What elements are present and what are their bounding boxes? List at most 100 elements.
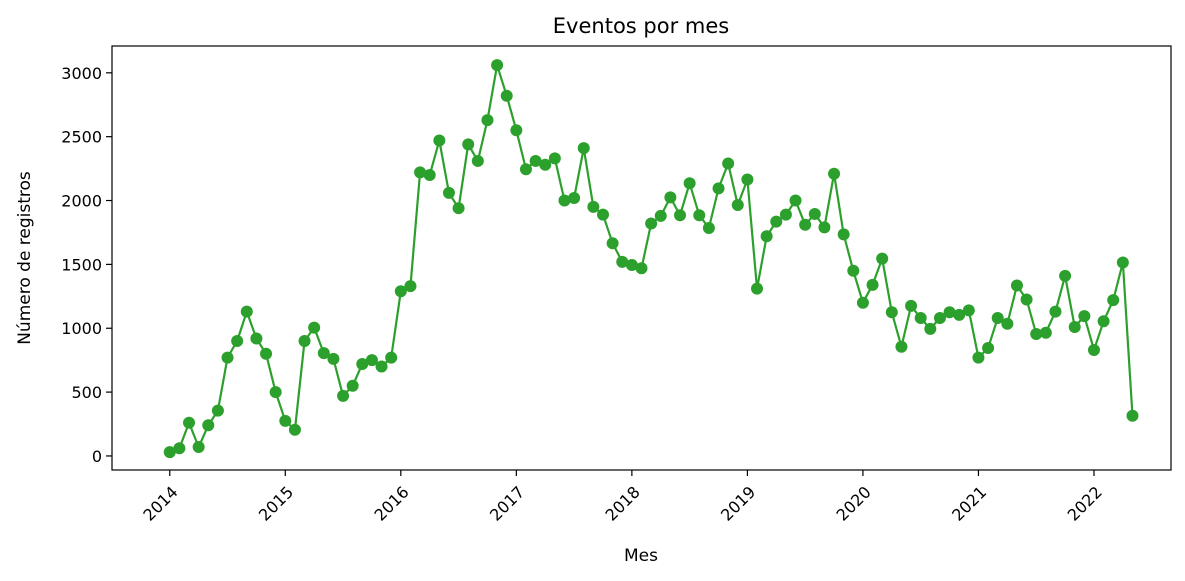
data-point	[1010, 279, 1023, 292]
data-point	[654, 209, 667, 222]
data-point	[375, 360, 388, 373]
data-point	[269, 386, 282, 399]
data-point	[645, 217, 658, 230]
data-point	[510, 124, 523, 137]
data-point	[250, 332, 263, 345]
data-point	[741, 173, 754, 186]
x-axis-label: Mes	[624, 546, 658, 566]
data-point	[481, 114, 494, 127]
data-point	[731, 199, 744, 211]
data-point	[982, 342, 995, 355]
data-point	[905, 299, 918, 312]
data-point	[231, 335, 244, 348]
data-point	[491, 59, 504, 72]
data-point	[924, 322, 937, 335]
data-point	[471, 154, 484, 167]
data-point	[933, 312, 946, 325]
data-point	[1078, 310, 1091, 323]
data-point	[953, 308, 966, 321]
data-point	[183, 416, 196, 429]
data-point	[674, 209, 687, 222]
data-point	[558, 194, 571, 207]
data-point	[1116, 256, 1129, 269]
data-point	[173, 442, 186, 455]
data-point	[337, 389, 350, 402]
plot-frame	[111, 45, 1172, 471]
data-point	[625, 259, 638, 272]
data-point	[683, 177, 696, 190]
data-point	[240, 305, 253, 318]
data-point	[346, 379, 359, 392]
data-point	[1001, 317, 1014, 330]
data-point	[1126, 409, 1139, 422]
data-point	[452, 202, 465, 215]
data-point	[539, 158, 552, 171]
data-point	[356, 358, 369, 370]
data-point	[433, 134, 446, 147]
data-point	[664, 191, 677, 204]
data-point	[760, 230, 773, 243]
data-point	[394, 285, 407, 298]
data-point	[828, 167, 841, 180]
data-point	[712, 182, 725, 195]
data-point	[1097, 315, 1110, 328]
data-point	[702, 221, 715, 234]
y-axis-label: Número de registros	[15, 171, 35, 345]
data-point	[962, 304, 975, 317]
y-tick-label: 500	[71, 383, 102, 402]
data-point	[568, 191, 581, 204]
data-point	[529, 154, 542, 167]
data-point	[779, 208, 792, 221]
data-point	[317, 347, 330, 360]
data-point	[211, 404, 224, 417]
data-point	[972, 351, 985, 364]
data-point	[596, 208, 609, 221]
data-point	[414, 166, 427, 179]
y-tick-label: 1500	[61, 255, 102, 274]
data-point	[616, 255, 629, 268]
data-point	[288, 423, 301, 436]
data-point	[895, 340, 908, 353]
data-point	[789, 194, 802, 207]
data-point	[500, 89, 513, 102]
data-point	[818, 221, 831, 234]
data-point	[192, 441, 205, 454]
data-point	[519, 163, 532, 176]
data-point	[1030, 327, 1043, 340]
data-point	[1059, 269, 1072, 282]
data-point	[770, 215, 783, 228]
data-point	[847, 264, 860, 277]
data-point	[1087, 343, 1100, 356]
data-point	[260, 347, 273, 360]
data-point	[856, 296, 869, 309]
data-point	[808, 207, 821, 220]
data-point	[298, 335, 311, 348]
data-point	[1020, 293, 1033, 306]
data-point	[837, 228, 850, 241]
data-point	[423, 168, 436, 181]
y-tick-label: 2000	[61, 192, 102, 211]
data-point	[202, 419, 215, 432]
data-point	[866, 278, 879, 291]
data-point	[722, 157, 735, 170]
data-point	[385, 351, 398, 364]
data-point	[365, 354, 378, 367]
data-point	[635, 262, 648, 275]
data-point	[442, 186, 455, 199]
y-tick-label: 2500	[61, 128, 102, 147]
data-point	[327, 352, 340, 365]
data-point	[1068, 320, 1081, 333]
data-point	[163, 446, 176, 459]
data-point	[991, 312, 1004, 325]
data-point	[279, 414, 292, 427]
y-tick-label: 3000	[61, 64, 102, 83]
data-point	[943, 306, 956, 319]
data-point	[404, 280, 417, 293]
data-point	[606, 237, 619, 250]
data-point	[1039, 326, 1052, 339]
data-point	[751, 282, 764, 295]
data-point	[914, 312, 927, 325]
data-point	[1049, 305, 1062, 318]
